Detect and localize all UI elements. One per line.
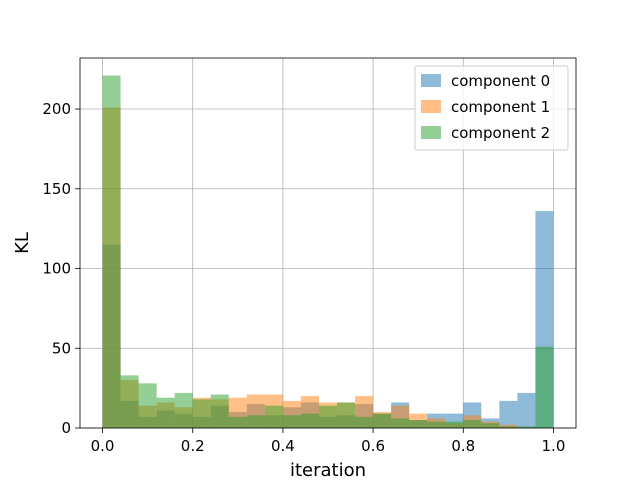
bar-component-2 [174,392,193,428]
bar-component-2 [282,415,301,428]
legend-swatch-component-1 [421,100,441,113]
bar-component-2 [445,421,464,428]
legend-swatch-component-0 [421,74,441,87]
legend-box [414,65,569,151]
bar-component-2 [427,421,446,428]
bar-component-2 [373,413,392,428]
plot-frame [79,57,577,429]
x-tick-label: 0.0 [91,437,115,455]
bar-component-2 [409,420,428,428]
bar-component-2 [391,418,410,428]
legend-label-component-2: component 2 [451,124,550,142]
legend-swatch-component-2 [421,126,441,139]
bar-component-2 [138,383,157,428]
bar-component-2 [156,397,175,428]
x-tick-label: 0.8 [451,437,475,455]
bar-component-2 [337,402,356,428]
x-tick-label: 0.6 [361,437,385,455]
y-axis-label: KL [12,232,33,254]
bars [102,75,554,429]
y-tick-label: 50 [52,339,71,357]
bar-component-2 [355,416,374,428]
bar-component-2 [463,420,482,428]
y-tick-label: 100 [42,260,71,278]
y-tick-label: 0 [61,419,71,437]
x-tick-label: 0.4 [271,437,295,455]
bar-component-2 [264,405,283,428]
axis-ticks: 0.0 0.2 0.4 0.6 0.8 1.0 0 50 100 150 200 [42,100,565,455]
bar-component-0 [517,392,536,428]
y-tick-label: 200 [42,100,71,118]
bar-component-2 [120,375,139,428]
bar-component-2 [499,426,518,428]
bar-component-2 [300,413,319,428]
bar-component-2 [210,394,229,428]
bar-component-2 [517,426,536,428]
bar-component-2 [192,399,211,428]
bar-component-2 [102,75,121,429]
legend-label-component-1: component 1 [451,98,550,116]
bar-component-2 [228,416,247,428]
x-tick-label: 1.0 [542,437,566,455]
x-tick-label: 0.2 [181,437,205,455]
legend-label-component-0: component 0 [451,72,550,90]
bar-component-2 [246,415,265,428]
bar-component-1 [499,424,518,428]
bar-component-2 [318,405,338,428]
bar-component-2 [535,346,554,428]
legend: component 0 component 1 component 2 [414,65,569,151]
bar-component-0 [499,400,518,428]
y-tick-label: 150 [42,180,71,198]
bar-component-2 [481,423,500,428]
x-axis-label: iteration [290,460,366,480]
